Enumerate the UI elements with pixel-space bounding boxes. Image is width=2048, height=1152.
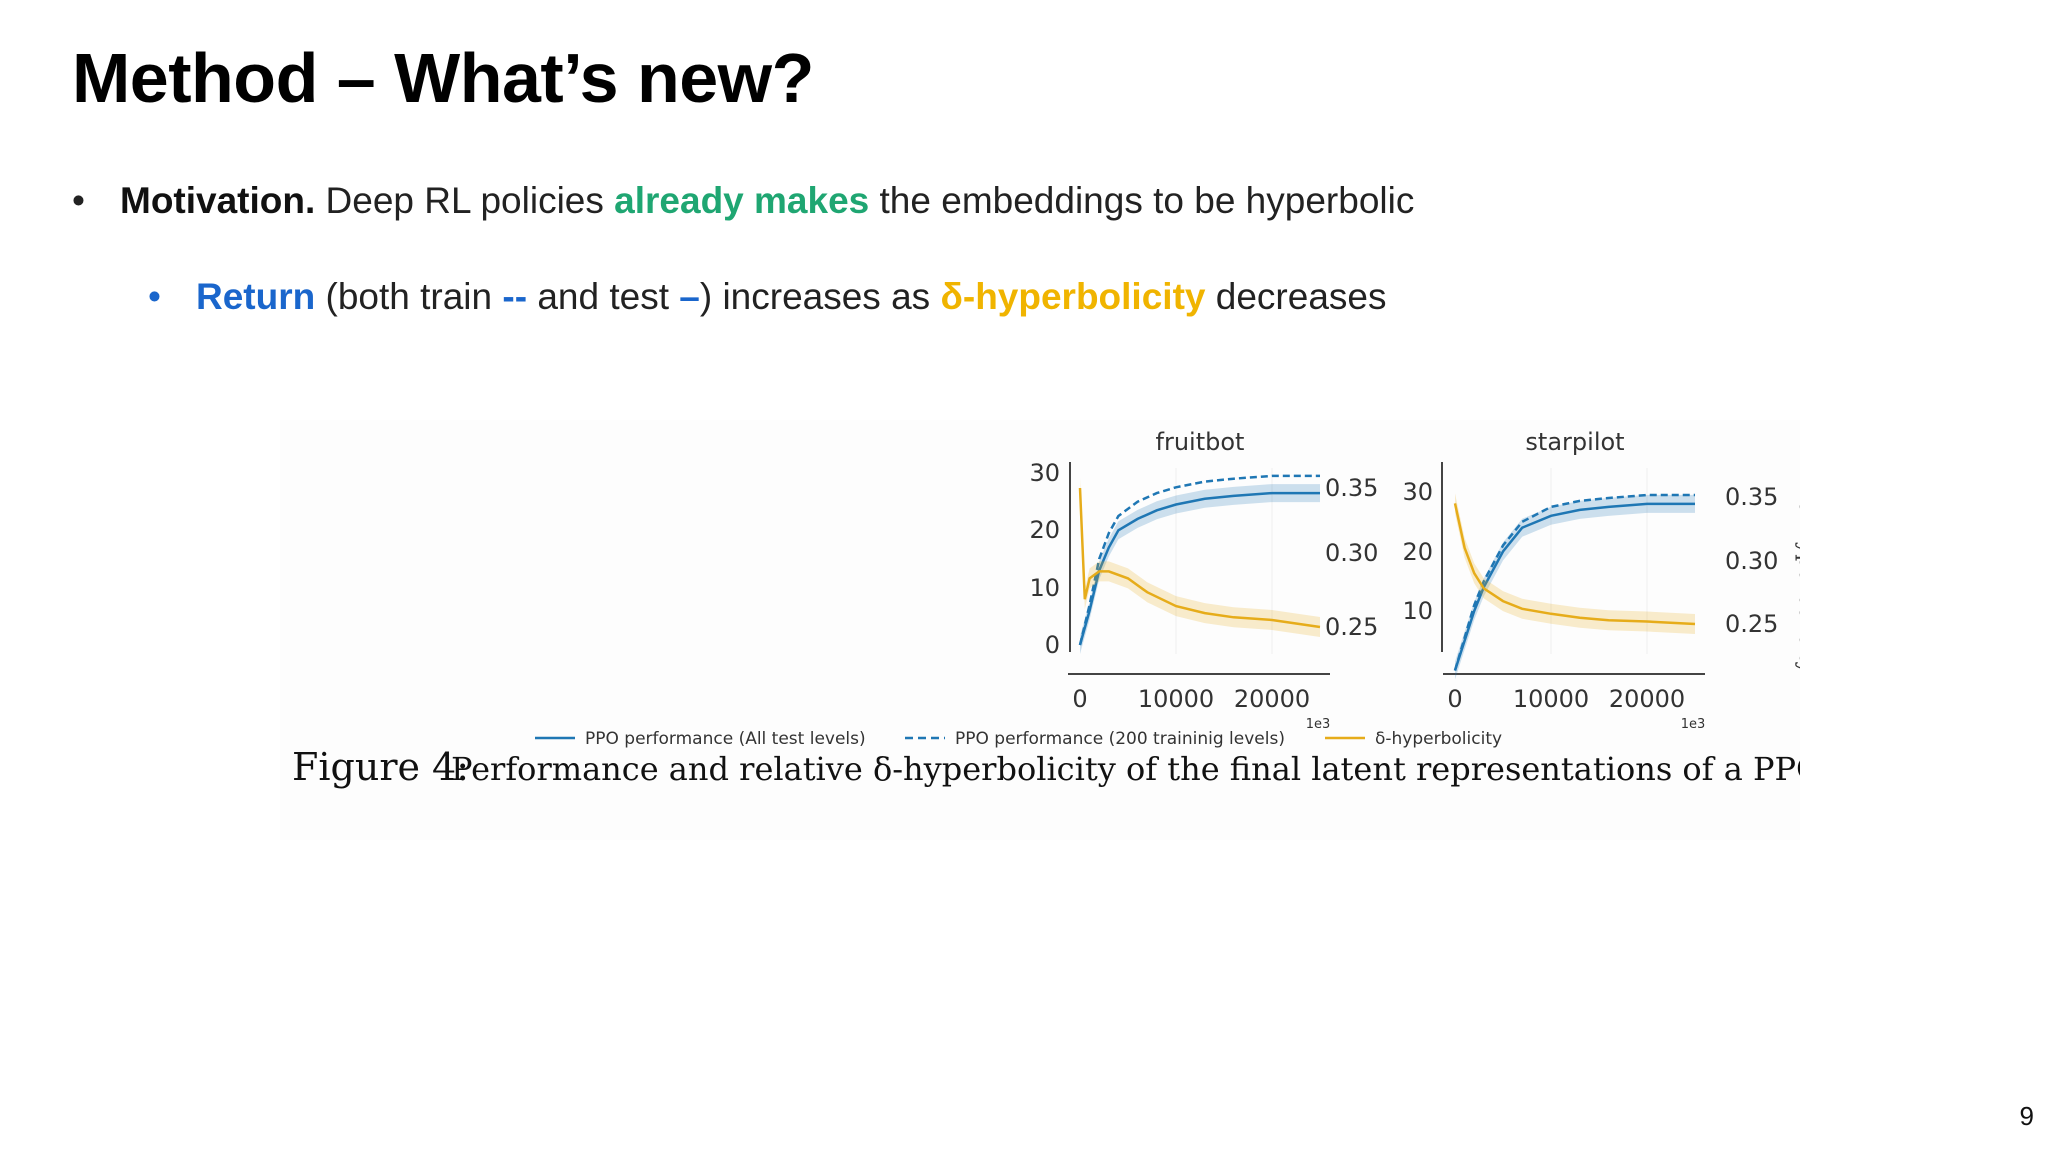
bullet-dot: • (72, 180, 85, 221)
train-dash: -- (502, 276, 528, 317)
y-left-tick-label: 0 (1045, 631, 1060, 659)
y-right-tick-label: 0.25 (1325, 613, 1378, 641)
legend-label: δ-hyperbolicity (1375, 729, 1502, 749)
series-band (1080, 484, 1320, 654)
y-left-tick-label: 20 (1029, 516, 1060, 544)
x-tick-label: 0 (1072, 685, 1087, 713)
series-band (1455, 493, 1695, 634)
y-right-tick-label: 0.25 (1725, 610, 1778, 638)
series-line (1453, 502, 1695, 671)
x-tick-label: 10000 (1138, 685, 1214, 713)
y-right-tick-label: 0.35 (1725, 483, 1778, 511)
series-band (1080, 478, 1320, 637)
legend-label: PPO performance (All test levels) (585, 729, 866, 749)
legend-label: PPO performance (200 traininig levels) (955, 729, 1285, 749)
bullet-motivation: • Motivation. Deep RL policies already ma… (72, 180, 1414, 222)
hyperbolicity-highlight: δ-hyperbolicity (940, 276, 1206, 317)
x-tick-label: 10000 (1513, 685, 1589, 713)
series-line (1453, 493, 1695, 671)
figure-4: fruitbot 0 10 20 30 0.25 0.30 0.35 0 10000 20000 1e… (280, 420, 1800, 840)
y-left-tick-label: 30 (1029, 459, 1060, 487)
series-band (1455, 494, 1695, 680)
y-right-tick-label: 0.30 (1325, 539, 1378, 567)
slide-title: Method – What’s new? (72, 39, 814, 117)
x-offset-label: 1e3 (1681, 717, 1706, 732)
bullet-return: • Return (both train -- and test –) incre… (148, 276, 1386, 318)
caption-label: Figure 4: (292, 745, 469, 789)
series-line (1453, 503, 1696, 626)
x-offset-label: 1e3 (1306, 717, 1331, 732)
motivation-highlight: already makes (614, 180, 870, 221)
return-text-2: and test (527, 276, 680, 317)
return-text-3: ) increases as (699, 276, 941, 317)
right-axis-label: δ -hyperbolicity (1794, 500, 1800, 674)
subplot-title: fruitbot (1156, 428, 1245, 456)
y-right-tick-label: 0.35 (1325, 474, 1378, 502)
motivation-lead: Motivation. (120, 180, 316, 221)
y-left-tick-label: 30 (1402, 478, 1433, 506)
series-line (1078, 474, 1320, 646)
figure-4-plots: fruitbot 0 10 20 30 0.25 0.30 0.35 0 10000 20000 1e… (292, 428, 1800, 789)
caption-text: Performance and relative δ-hyperbolicity… (451, 750, 1800, 788)
x-tick-label: 20000 (1609, 685, 1685, 713)
y-left-tick-label: 20 (1402, 538, 1433, 566)
x-tick-label: 0 (1447, 685, 1462, 713)
return-highlight: Return (196, 276, 316, 317)
motivation-text-1: Deep RL policies (315, 180, 615, 221)
return-text-4: decreases (1205, 276, 1387, 317)
y-right-tick-label: 0.30 (1725, 547, 1778, 575)
y-left-tick-label: 10 (1402, 597, 1433, 625)
motivation-text-2: the embeddings to be hyperbolic (869, 180, 1415, 221)
page-number: 9 (2019, 1101, 2034, 1131)
subplot-title: starpilot (1525, 428, 1624, 456)
series-line (1078, 491, 1320, 646)
x-tick-label: 20000 (1234, 685, 1310, 713)
test-dash: – (679, 276, 700, 317)
series-line (1078, 487, 1321, 629)
bullet-dot: • (148, 276, 161, 317)
y-left-tick-label: 10 (1029, 574, 1060, 602)
return-text-1: (both train (315, 276, 503, 317)
